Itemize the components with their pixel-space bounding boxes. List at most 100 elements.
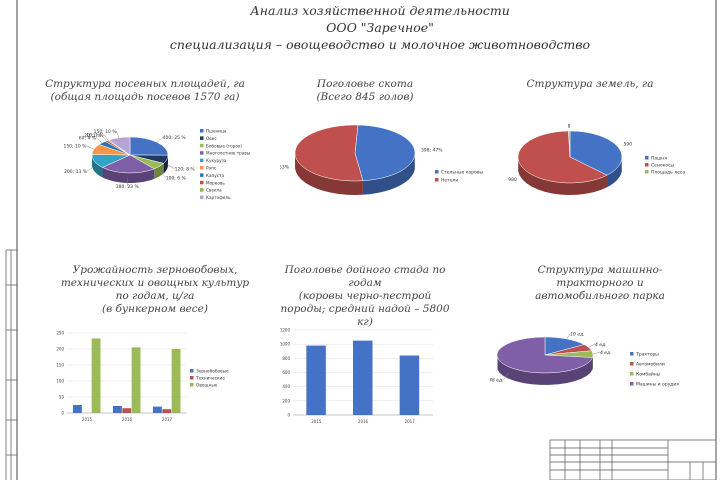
pie-slice-side bbox=[154, 163, 164, 179]
pie-leader-line bbox=[503, 372, 509, 380]
legend-swatch bbox=[630, 372, 634, 376]
pie-slice bbox=[129, 136, 169, 156]
legend-swatch bbox=[630, 382, 634, 386]
x-tick-label: 2016 bbox=[122, 417, 133, 422]
pie-data-label: 980 bbox=[508, 177, 517, 183]
legend-swatch bbox=[200, 188, 204, 192]
pie-data-label: 590 bbox=[624, 142, 633, 148]
pie-slice bbox=[354, 124, 416, 182]
pie-slice bbox=[496, 336, 593, 374]
bar bbox=[171, 349, 181, 413]
chart5-subtitle: (коровы черно-пестрой породы; средний на… bbox=[280, 290, 450, 328]
pie-leader-line bbox=[566, 333, 571, 340]
legend-swatch bbox=[200, 173, 204, 177]
chart3-title: Структура земель, га bbox=[526, 78, 654, 90]
pie-leader-line bbox=[588, 343, 596, 348]
legend-entry: Площадь леса bbox=[651, 170, 685, 176]
chart3-title-wrap: Структура земель, га bbox=[520, 78, 660, 91]
pie-slice-side bbox=[362, 155, 415, 195]
legend-swatch bbox=[200, 136, 204, 140]
chart5-title: Поголовье дойного стада по годам bbox=[284, 264, 446, 289]
chart1-subtitle: (общая площадь посевов 1570 га) bbox=[50, 91, 240, 103]
pie-slice-side bbox=[92, 155, 103, 178]
pie-slice-side bbox=[497, 357, 593, 385]
pie-data-label: 150; 10 % bbox=[63, 144, 87, 150]
pie-slice bbox=[108, 136, 131, 156]
pie-leader-line bbox=[95, 137, 103, 144]
legend-swatch bbox=[190, 376, 194, 380]
legend-entry: Многолетние травы bbox=[206, 151, 250, 156]
bar bbox=[73, 405, 82, 413]
title-line-2: ООО "Заречное" bbox=[326, 20, 434, 35]
pie-slice bbox=[568, 130, 571, 158]
legend-entry: Картофель bbox=[206, 195, 231, 200]
legend-swatch bbox=[190, 383, 194, 387]
bar bbox=[153, 406, 162, 413]
chart6-title: Структура машинно-тракторного и автомоби… bbox=[535, 264, 665, 302]
bar bbox=[162, 409, 172, 413]
y-tick-label: 100 bbox=[56, 379, 64, 384]
y-tick-label: 200 bbox=[282, 398, 290, 403]
pie-slice bbox=[294, 124, 364, 182]
pie-leader-line bbox=[156, 136, 163, 143]
legend-entry: Овес bbox=[206, 136, 217, 141]
bar bbox=[91, 338, 101, 413]
chart1-title-wrap: Структура посевных площадей, га (общая п… bbox=[40, 78, 250, 104]
legend-swatch bbox=[200, 129, 204, 133]
chart-livestock: 398; 47% 447; 53% Стельные коровы Нетели bbox=[280, 124, 483, 195]
x-tick-label: 2015 bbox=[311, 419, 322, 424]
pie-slice-side bbox=[102, 167, 155, 183]
legend-entry: Пшеница bbox=[206, 129, 227, 134]
pie-data-label: 10 ед. bbox=[570, 331, 584, 337]
legend-entry: Нетели bbox=[441, 178, 458, 184]
pie-slice bbox=[569, 130, 623, 176]
chart-machinery: 10 ед. 4 ед. 4 ед. 48 ед. Тракторы Автомобили… bbox=[490, 331, 679, 387]
pie-leader-line bbox=[86, 145, 95, 150]
pie-data-label: 400; 25 % bbox=[163, 135, 187, 141]
pie-data-label: 48 ед. bbox=[490, 378, 503, 384]
y-tick-label: 400 bbox=[282, 384, 290, 389]
legend-swatch bbox=[645, 163, 649, 167]
pie-slice bbox=[517, 130, 608, 184]
x-tick-label: 2017 bbox=[162, 417, 173, 422]
pie-data-label: 20; 1 % bbox=[84, 133, 102, 139]
pie-slice-side bbox=[295, 154, 363, 195]
x-tick-label: 2017 bbox=[405, 419, 416, 424]
legend-entry: Рапс bbox=[206, 166, 217, 171]
legend-entry: Морковь bbox=[206, 180, 225, 185]
pie-data-label: 200; 13 % bbox=[64, 169, 88, 175]
legend-swatch bbox=[190, 369, 194, 373]
pie-slice-side bbox=[607, 159, 622, 188]
pie-leader-line bbox=[116, 131, 120, 138]
pie-slice-side bbox=[518, 159, 608, 195]
chart1-title: Структура посевных площадей, га bbox=[45, 78, 245, 90]
chart4-subtitle: (в бункерном весе) bbox=[102, 303, 208, 315]
legend-swatch bbox=[630, 362, 634, 366]
bar bbox=[353, 340, 373, 415]
bar bbox=[306, 345, 326, 415]
legend-entry: Автомобили bbox=[636, 362, 665, 368]
chart-yield: 0 50 100 150 200 250 2015 2016 2017 ЗернобобовыеТ… bbox=[56, 331, 229, 423]
legend-entry: Пашня bbox=[651, 156, 667, 162]
chart5-title-wrap: Поголовье дойного стада по годам (коровы… bbox=[280, 264, 450, 329]
bar bbox=[113, 405, 122, 413]
legend-swatch bbox=[200, 180, 204, 185]
y-tick-label: 200 bbox=[56, 347, 64, 352]
legend-swatch bbox=[435, 178, 439, 182]
title-line-3: специализация – овощеводство и молочное … bbox=[169, 37, 591, 52]
pie-leader-line bbox=[159, 171, 166, 178]
pie-slice bbox=[101, 154, 155, 174]
legend-entry: Комбайны bbox=[636, 371, 661, 378]
pie-data-label: 10; 1 % bbox=[86, 132, 104, 138]
bar bbox=[131, 347, 141, 413]
y-tick-label: 0 bbox=[287, 413, 290, 418]
legend-swatch bbox=[645, 156, 649, 160]
pie-data-label: 120; 8 % bbox=[175, 167, 196, 173]
chart4-title: Урожайность зерновобовых, технических и … bbox=[60, 264, 250, 302]
pie-data-label: 447; 53% bbox=[280, 164, 290, 170]
sheet-title: Анализ хозяйственной деятельности ООО "З… bbox=[120, 2, 640, 53]
legend-swatch bbox=[200, 151, 204, 155]
y-tick-label: 150 bbox=[56, 363, 64, 368]
